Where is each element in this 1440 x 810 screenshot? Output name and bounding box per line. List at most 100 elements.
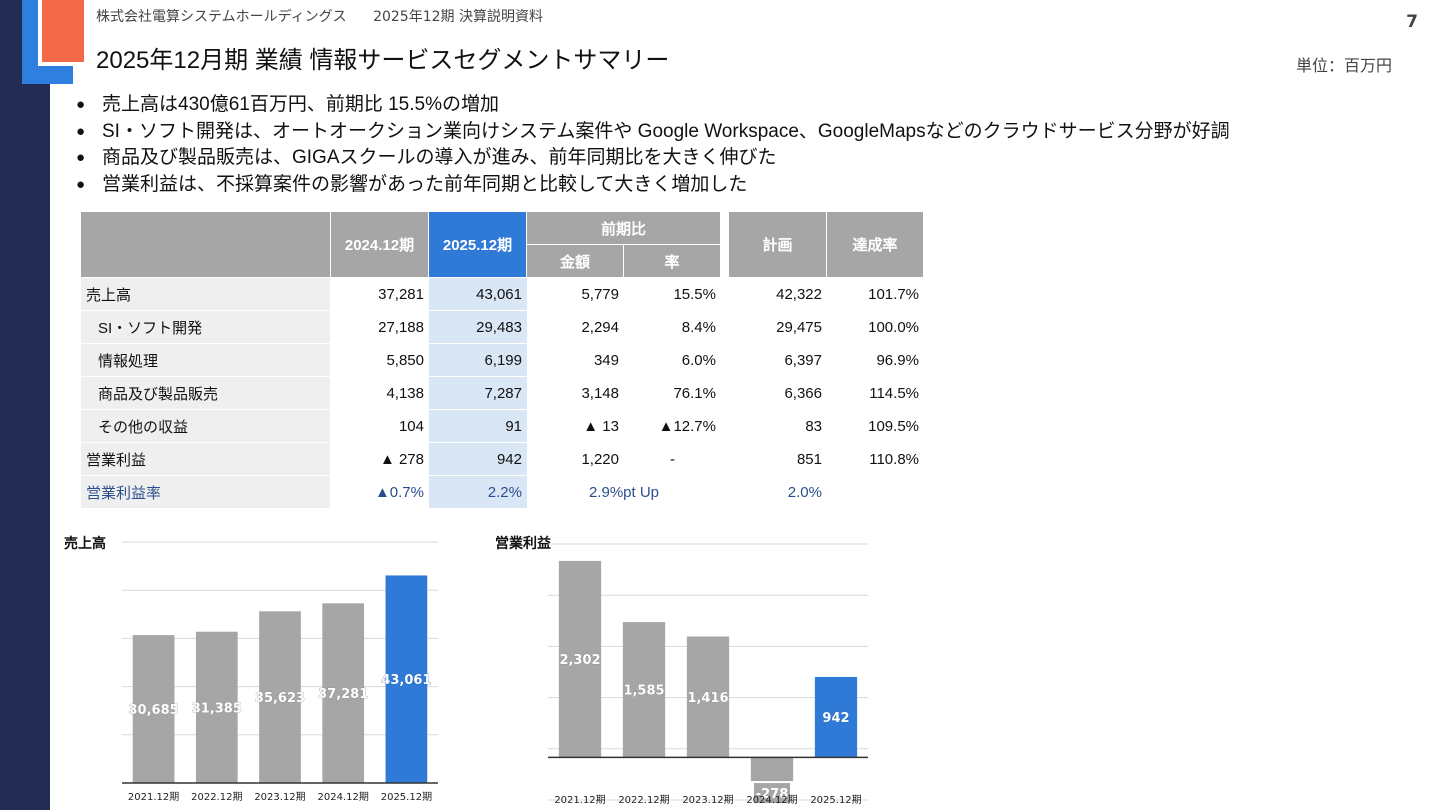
data-label-bg [754,783,790,804]
cell-achieve: 101.7% [827,278,924,311]
header-blank [81,212,331,278]
cell-achieve: 100.0% [827,311,924,344]
bar [195,631,238,783]
data-label: -278 [756,787,789,802]
company-name: 株式会社電算システムホールディングス [96,9,347,25]
bar [259,611,301,783]
tick-label: 2024.12期 [318,791,369,803]
operating-profit-bar-chart: 2,302 2021.12期 1,585 2022.12期 1,416 2023.12期 -… [548,543,868,806]
cell-curr: 7,287 [429,377,527,410]
tick-label: 2021.12期 [554,794,605,806]
header-yoy: 前期比 [527,212,721,245]
bar [622,622,666,758]
cell-plan: 83 [729,410,827,443]
cell-curr: 942 [429,443,527,476]
cell-gap [721,344,729,377]
data-label: 31,385 [192,701,242,716]
cell-curr: 29,483 [429,311,527,344]
sidebar-bar [0,0,50,810]
table-row: 商品及び製品販売 4,138 7,287 3,148 76.1% 6,366 1… [81,377,924,410]
cell-amount: 349 [527,344,624,377]
cell-curr: 6,199 [429,344,527,377]
cell-gap [721,278,729,311]
cell-amount: 1,220 [527,443,624,476]
cell-prev: ▲0.7% [331,476,429,509]
cell-amount: 3,148 [527,377,624,410]
header-gap [721,212,729,278]
table-row: 売上高 37,281 43,061 5,779 15.5% 42,322 101… [81,278,924,311]
data-label: 942 [822,711,849,726]
cell-achieve: 109.5% [827,410,924,443]
cell-plan: 29,475 [729,311,827,344]
tick-label: 2025.12期 [381,791,432,803]
cell-rate: 8.4% [624,311,721,344]
bar [132,635,175,783]
header-current-period: 2025.12期 [429,212,527,278]
sales-bar-chart: 30,685 2021.12期 31,385 2022.12期 35,623 2023.1… [122,541,438,803]
tick-label: 2025.12期 [810,794,861,806]
table-row: 情報処理 5,850 6,199 349 6.0% 6,397 96.9% [81,344,924,377]
cell-prev: 5,850 [331,344,429,377]
cell-achieve: 96.9% [827,344,924,377]
cell-curr: 43,061 [429,278,527,311]
cell-plan: 851 [729,443,827,476]
bullet-item: 売上高は430億61百万円、前期比 15.5%の増加 [76,92,1230,119]
page-number: 7 [1406,12,1418,32]
bullet-item: 営業利益は、不採算案件の影響があった前年同期と比較して大きく増加した [76,172,1230,199]
data-label: 43,061 [381,673,431,688]
cell-achieve: 114.5% [827,377,924,410]
summary-bullets: 売上高は430億61百万円、前期比 15.5%の増加 SI・ソフト開発は、オート… [76,92,1230,198]
cell-rate: ▲12.7% [624,410,721,443]
cell-prev: 37,281 [331,278,429,311]
cell-diff: 2.9%pt Up [527,476,721,509]
row-label: 商品及び製品販売 [81,377,331,410]
cell-prev: 4,138 [331,377,429,410]
cell-prev: 27,188 [331,311,429,344]
cell-curr: 91 [429,410,527,443]
cell-gap [721,311,729,344]
table-row: その他の収益 104 91 ▲ 13 ▲12.7% 83 109.5% [81,410,924,443]
data-label: 30,685 [129,703,179,718]
bar [385,575,428,783]
bar [750,757,794,782]
row-label: 売上高 [81,278,331,311]
tick-label: 2022.12期 [191,791,242,803]
bar [322,603,365,783]
data-label: 37,281 [318,687,368,702]
header-prev-period: 2024.12期 [331,212,429,278]
cell-amount: 5,779 [527,278,624,311]
cell-rate: 76.1% [624,377,721,410]
row-label: 営業利益 [81,443,331,476]
cell-rate: - [624,443,721,476]
bullet-item: 商品及び製品販売は、GIGAスクールの導入が進み、前年同期比を大きく伸びた [76,145,1230,172]
row-label: 情報処理 [81,344,331,377]
bullet-item: SI・ソフト開発は、オートオークション業向けシステム案件や Google Wor… [76,119,1230,146]
table-row-margin: 営業利益率 ▲0.7% 2.2% 2.9%pt Up 2.0% [81,476,924,509]
bar [686,636,730,758]
header-line: 株式会社電算システムホールディングス 2025年12期 決算説明資料 [96,6,565,26]
cell-plan: 2.0% [729,476,827,509]
cell-amount: 2,294 [527,311,624,344]
tick-label: 2023.12期 [682,794,733,806]
cell-plan: 6,397 [729,344,827,377]
data-label: 35,623 [255,691,305,706]
cell-plan: 6,366 [729,377,827,410]
cell-curr: 2.2% [429,476,527,509]
cell-gap [721,377,729,410]
tick-label: 2024.12期 [746,794,797,806]
table-row: SI・ソフト開発 27,188 29,483 2,294 8.4% 29,475… [81,311,924,344]
data-label: 1,585 [623,684,664,699]
cell-achieve [827,476,924,509]
cell-prev: 104 [331,410,429,443]
bar [558,560,602,758]
bar [814,676,858,758]
table-row: 営業利益 ▲ 278 942 1,220 - 851 110.8% [81,443,924,476]
unit-label: 単位：百万円 [1295,56,1392,75]
profit-chart-title: 営業利益 [495,536,551,552]
logo-accent-orange [42,0,84,62]
header-amount: 金額 [527,245,624,278]
cell-gap [721,410,729,443]
cell-gap [721,443,729,476]
document-title: 2025年12期 決算説明資料 [373,9,543,25]
row-label: その他の収益 [81,410,331,443]
